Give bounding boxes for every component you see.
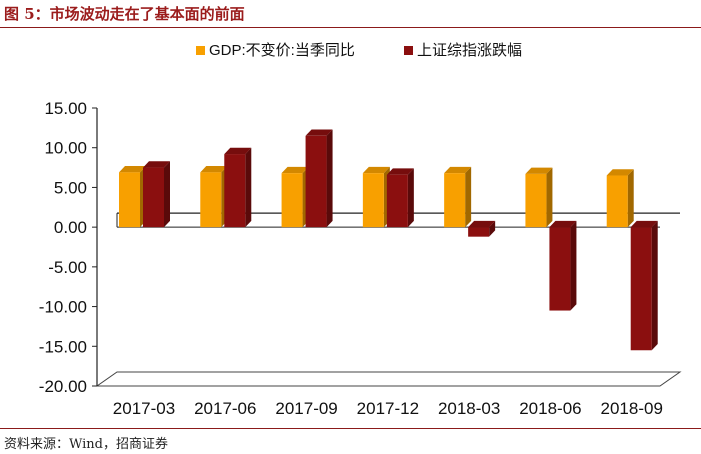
bar (549, 220, 577, 311)
bar-side (465, 166, 472, 228)
bar-top (362, 166, 390, 174)
bar-front (386, 174, 408, 228)
bar-top (305, 129, 333, 136)
bar-front (606, 175, 628, 228)
y-tick-label: -20.00 (39, 377, 87, 396)
legend-swatch (196, 46, 205, 55)
x-tick-label: 2018-09 (601, 399, 663, 418)
bar (444, 166, 472, 228)
bar (143, 161, 170, 228)
bar-top (525, 167, 553, 174)
x-tick-label: 2017-06 (194, 399, 256, 418)
legend-label: GDP:不变价:当季同比 (209, 42, 355, 59)
axes (92, 107, 682, 387)
bar (224, 147, 252, 228)
bar (525, 167, 553, 228)
y-tick-label: -10.00 (39, 298, 87, 317)
bar-top (468, 220, 496, 228)
bar-front (444, 173, 466, 228)
bar (468, 220, 496, 237)
y-tick-label: -15.00 (39, 337, 87, 356)
x-tick-label: 2017-09 (275, 399, 337, 418)
legend: GDP:不变价:当季同比 上证综指涨跌幅 (196, 42, 522, 59)
bar-top (444, 166, 472, 174)
bar-front (200, 172, 222, 228)
x-tick-label: 2018-03 (438, 399, 500, 418)
bar (200, 166, 228, 228)
source-bar: 资料来源：Wind，招商证券 (0, 428, 701, 454)
bar-top (143, 161, 170, 168)
legend-swatch (404, 46, 413, 55)
bar-top (386, 168, 414, 175)
y-tick-label: 10.00 (44, 139, 87, 158)
bar-side (546, 167, 553, 228)
floor-plane (95, 371, 682, 387)
bar (630, 220, 658, 351)
bar-front (362, 173, 384, 228)
bar-top (200, 166, 228, 173)
bar-side (627, 169, 634, 228)
bar-front (305, 135, 327, 228)
bar-chart: GDP:不变价:当季同比 上证综指涨跌幅 15.00 10.00 5.00 0.00 -5… (39, 42, 682, 418)
y-tick-label: -5.00 (48, 258, 87, 277)
tick-labels: 15.00 10.00 5.00 0.00 -5.00 -10.00 -15.00 -20.0… (39, 99, 663, 418)
bar-top (549, 220, 577, 228)
bars (119, 129, 658, 351)
x-tick-label: 2017-03 (113, 399, 175, 418)
bar (305, 129, 333, 228)
bar (281, 166, 309, 228)
bar-front (281, 173, 303, 228)
bar-top (281, 166, 309, 174)
y-tick-label: 5.00 (54, 178, 87, 197)
bar-side (164, 161, 170, 228)
bar-front (630, 227, 652, 351)
bar-top (606, 169, 634, 176)
bar-side (570, 220, 577, 311)
bar-side (489, 220, 496, 237)
bar-side (326, 129, 333, 228)
bar-front (224, 154, 246, 228)
x-tick-label: 2018-06 (519, 399, 581, 418)
bar-front (549, 227, 571, 311)
bar (362, 166, 390, 228)
bar-top (224, 147, 252, 155)
source-note: 资料来源：Wind，招商证券 (4, 437, 168, 452)
bar (119, 166, 146, 228)
bar-front (525, 173, 547, 228)
title-bar: 图 5：市场波动走在了基本面的前面 (0, 0, 701, 28)
x-tick-label: 2017-12 (357, 399, 419, 418)
legend-label: 上证综指涨跌幅 (417, 42, 522, 59)
bar-front (468, 227, 490, 237)
y-tick-label: 0.00 (54, 218, 87, 237)
bar-front (119, 172, 140, 228)
bar (386, 168, 414, 228)
bar (606, 169, 634, 228)
bar-side (245, 147, 252, 228)
bar-front (143, 167, 164, 228)
figure-title: 图 5：市场波动走在了基本面的前面 (4, 5, 245, 23)
y-tick-label: 15.00 (44, 99, 87, 118)
bar-side (651, 220, 658, 351)
bar-side (407, 168, 414, 228)
bar-top (119, 166, 146, 173)
bar-top (630, 220, 658, 228)
